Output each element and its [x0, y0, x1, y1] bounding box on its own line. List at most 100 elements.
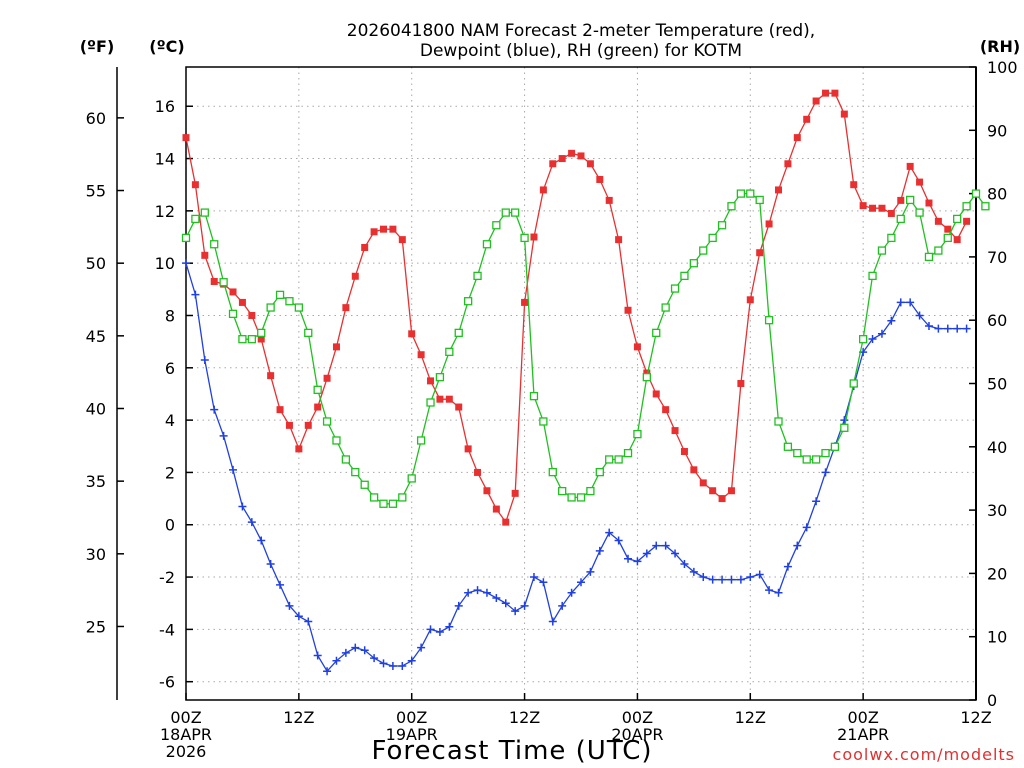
2-meter-temperature-point — [803, 115, 811, 123]
dewpoint-point — [520, 601, 529, 610]
dewpoint-point — [548, 617, 557, 626]
2-meter-temperature-point — [850, 181, 858, 189]
2-meter-temperature-point — [568, 149, 576, 157]
2-meter-temperature-point — [539, 186, 547, 194]
rh-point — [764, 316, 774, 325]
rh-point — [614, 455, 623, 464]
rh-point — [595, 467, 604, 477]
dewpoint-point — [736, 575, 745, 584]
dewpoint-point — [896, 298, 905, 307]
rh-point — [906, 195, 915, 205]
rh-point — [623, 448, 633, 458]
dewpoint-point — [247, 518, 256, 527]
celsius-tick-label: 14 — [155, 150, 175, 169]
fahrenheit-tick-label: 35 — [86, 472, 106, 491]
dewpoint-point — [624, 554, 633, 563]
dewpoint-point — [388, 661, 397, 670]
2-meter-temperature-point — [351, 272, 359, 280]
celsius-tick-label: -4 — [159, 620, 175, 639]
2-meter-temperature-point — [662, 406, 670, 414]
dewpoint-point — [417, 643, 426, 652]
celsius-tick-label: 4 — [165, 411, 175, 430]
2-meter-temperature-point — [295, 445, 303, 453]
2-meter-temperature-point — [793, 134, 801, 142]
fahrenheit-tick-label: 30 — [86, 545, 106, 564]
dewpoint-point — [812, 497, 821, 506]
2-meter-temperature-point — [389, 225, 397, 233]
rh-point — [313, 385, 322, 394]
dewpoint-point — [360, 646, 369, 655]
rh-tick-label: 40 — [987, 438, 1007, 457]
celsius-tick-label: -2 — [159, 568, 175, 587]
rh-point — [915, 208, 924, 217]
dewpoint-point — [210, 405, 219, 414]
fahrenheit-tick-label: 50 — [86, 254, 106, 273]
rh-point — [511, 208, 520, 217]
x-tick-label: 12Z — [283, 708, 314, 727]
rh-point — [971, 189, 981, 198]
chart-title-line-1: 2026041800 NAM Forecast 2-meter Temperat… — [347, 21, 815, 41]
2-meter-temperature-point — [342, 304, 350, 312]
2-meter-temperature-point — [201, 251, 209, 259]
rh-point — [727, 202, 736, 211]
dewpoint-point — [689, 567, 698, 576]
rh-tick-label: 100 — [987, 58, 1018, 77]
rh-point — [670, 284, 680, 293]
dewpoint-point — [821, 468, 830, 477]
2-meter-temperature-point — [285, 421, 293, 429]
rh-unit-label: (RH) — [980, 37, 1020, 56]
dewpoint-point — [887, 316, 896, 325]
dewpoint-point — [351, 643, 360, 652]
celsius-tick-label: 8 — [165, 306, 175, 325]
2-meter-temperature-point — [248, 311, 256, 319]
2-meter-temperature-point — [887, 209, 895, 217]
rh-point — [285, 297, 294, 306]
credit-link[interactable]: coolwx.com/modelts — [833, 745, 1015, 764]
2-meter-temperature-point — [304, 421, 312, 429]
rh-point — [529, 392, 539, 401]
2-meter-temperature-point — [530, 233, 538, 241]
2-meter-temperature-point — [652, 390, 660, 398]
dewpoint-point — [276, 580, 285, 589]
dewpoint-point — [558, 601, 567, 610]
dewpoint-point — [783, 562, 792, 571]
celsius-unit-label: (ºC) — [149, 37, 184, 56]
rh-point — [924, 252, 934, 262]
rh-point — [379, 499, 388, 508]
rh-point — [294, 303, 304, 312]
dewpoint-point — [219, 431, 228, 440]
2-meter-temperature-point — [746, 296, 754, 304]
rh-point — [896, 214, 905, 224]
dewpoint-point — [633, 557, 642, 566]
rh-point — [191, 214, 200, 224]
rh-point — [369, 493, 379, 502]
dewpoint-point — [304, 617, 313, 626]
rh-point — [652, 328, 661, 338]
rh-tick-label: 10 — [987, 628, 1007, 647]
rh-point — [783, 442, 793, 451]
x-tick-label: 00Z — [170, 708, 201, 727]
2-meter-temperature-point — [963, 217, 971, 225]
dewpoint-point — [577, 578, 585, 587]
2-meter-temperature-point — [483, 487, 491, 495]
2-meter-temperature-point — [897, 196, 905, 204]
dewpoint-point — [699, 573, 708, 582]
rh-point — [247, 335, 256, 344]
x-tick-label: 00Z — [622, 708, 653, 727]
rh-point — [699, 246, 708, 255]
2-meter-temperature-point — [633, 343, 641, 351]
fahrenheit-unit-label: (ºF) — [80, 37, 115, 56]
dewpoint-point — [718, 575, 727, 584]
dewpoint-point — [586, 567, 595, 576]
fahrenheit-tick-label: 40 — [86, 399, 106, 418]
dewpoint-point — [238, 502, 247, 511]
2-meter-temperature-point — [840, 110, 848, 118]
2-meter-temperature-point — [925, 199, 933, 207]
dewpoint-point — [953, 324, 962, 333]
rh-point — [680, 271, 689, 281]
2-meter-temperature-point — [718, 495, 726, 503]
rh-point — [332, 436, 341, 445]
rh-tick-label: 20 — [987, 564, 1007, 583]
dewpoint-point — [294, 612, 303, 621]
rh-point — [708, 233, 717, 243]
